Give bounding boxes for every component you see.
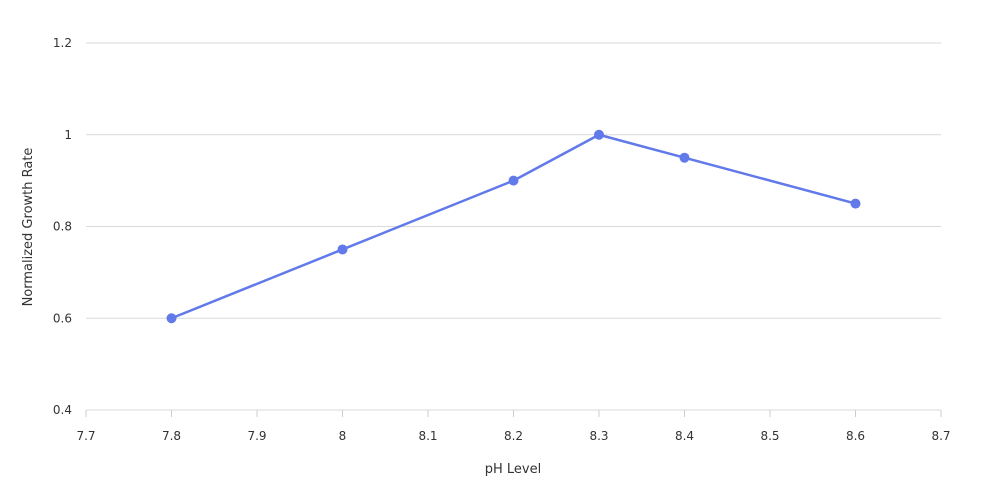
y-tick-label: 1 <box>64 128 72 142</box>
x-tick-label: 8.7 <box>931 429 950 443</box>
y-axis: 0.4 0.6 0.8 1 1.2 <box>53 36 72 417</box>
x-axis: 7.7 7.8 7.9 8 8.1 8.2 8.3 8.4 8.5 8.6 8.7 <box>76 410 951 443</box>
data-point <box>508 175 519 186</box>
x-axis-label: pH Level <box>485 462 541 477</box>
y-tick-label: 0.4 <box>53 403 72 417</box>
series <box>166 129 861 324</box>
x-tick-label: 8.3 <box>589 429 608 443</box>
y-tick-label: 0.6 <box>53 311 72 325</box>
series-line <box>171 133 856 320</box>
x-tick-label: 7.8 <box>162 429 181 443</box>
data-point <box>166 313 177 324</box>
x-tick-label: 8.2 <box>504 429 523 443</box>
y-axis-label: Normalized Growth Rate <box>21 148 36 307</box>
data-point <box>679 152 690 163</box>
y-tick-label: 0.8 <box>53 220 72 234</box>
gridlines <box>86 42 941 411</box>
x-tick-label: 8.4 <box>675 429 694 443</box>
data-point <box>850 198 861 209</box>
x-tick-label: 8 <box>339 429 347 443</box>
x-tick-label: 7.7 <box>76 429 95 443</box>
x-tick-label: 7.9 <box>247 429 266 443</box>
x-tick-label: 8.1 <box>418 429 437 443</box>
x-tick-label: 8.6 <box>846 429 865 443</box>
data-point <box>337 244 348 255</box>
y-tick-label: 1.2 <box>53 36 72 50</box>
x-tick-label: 8.5 <box>760 429 779 443</box>
data-point <box>594 129 604 140</box>
